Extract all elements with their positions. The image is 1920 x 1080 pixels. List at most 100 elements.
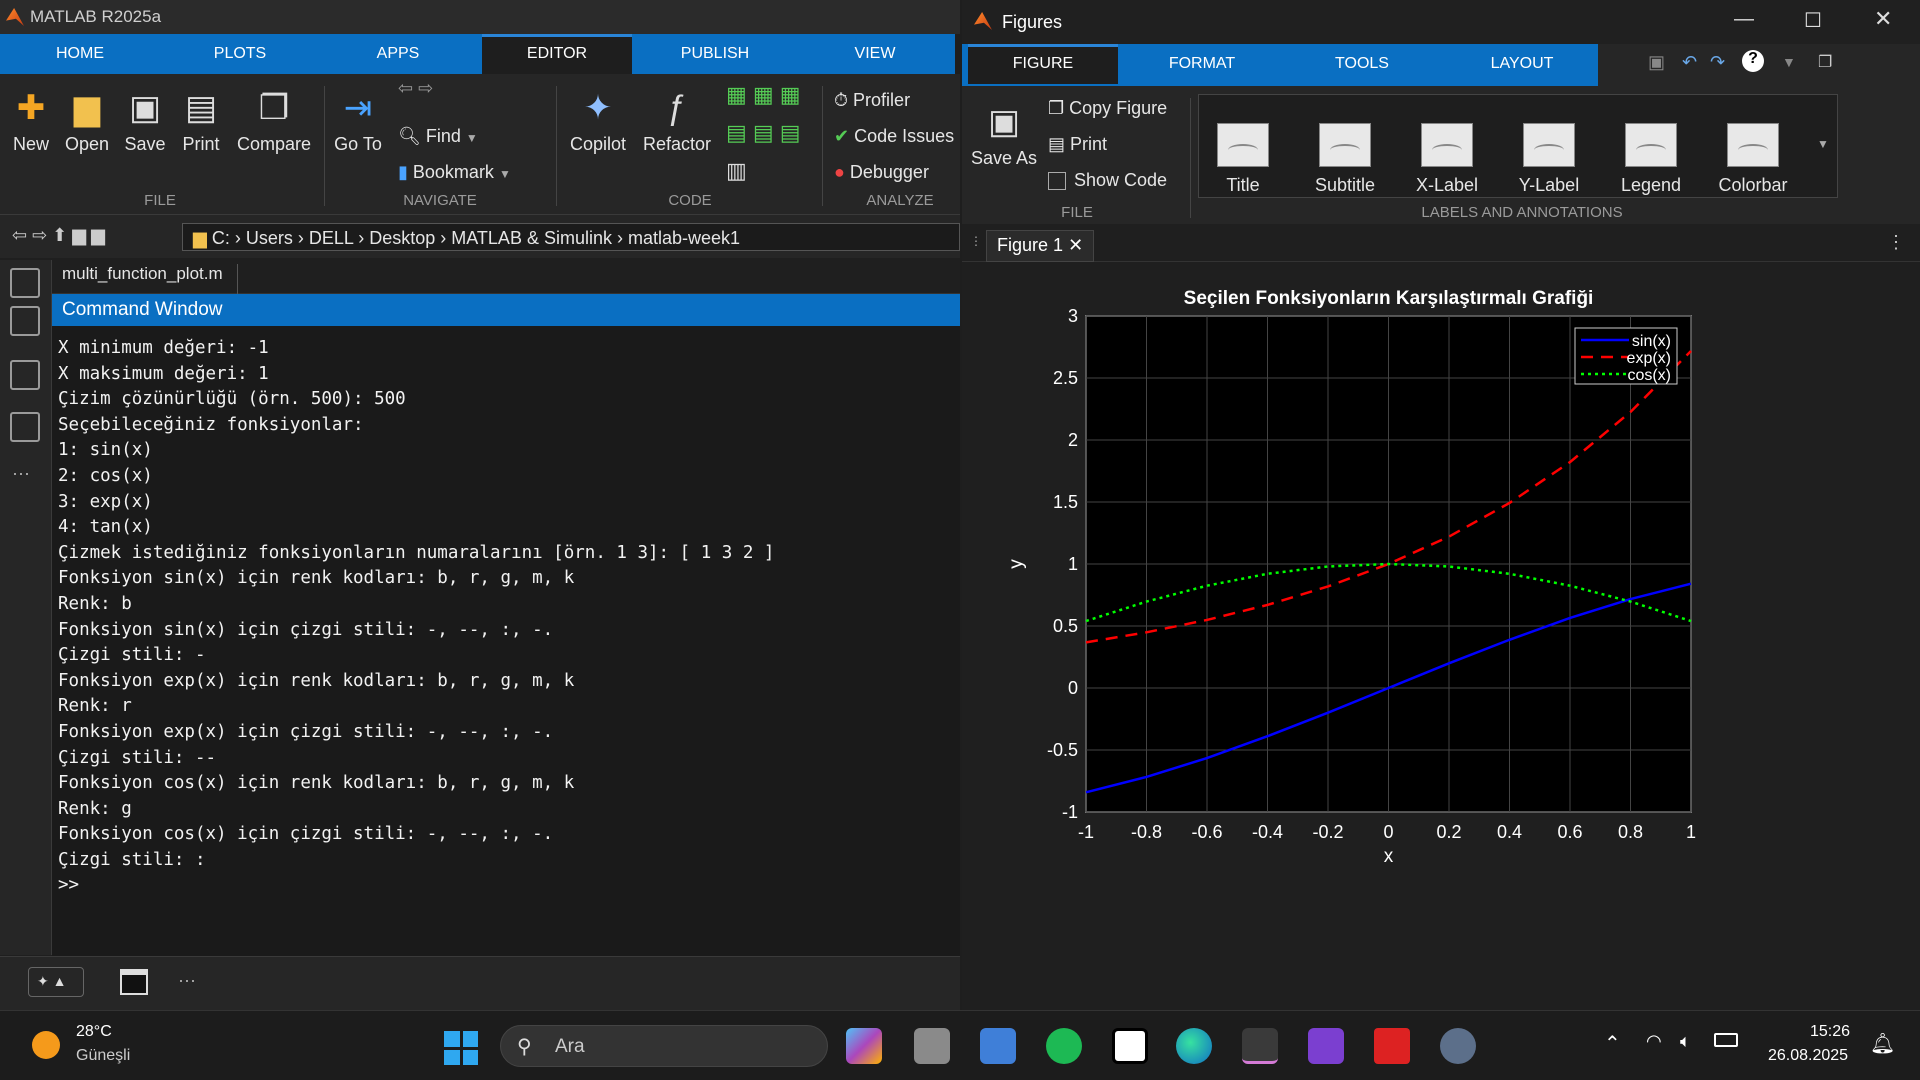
copilot-button[interactable]: ✦ Copilot <box>566 88 630 155</box>
tab-layout[interactable]: LAYOUT <box>1490 55 1554 72</box>
find-button[interactable]: 🔍︎ Find ▼ <box>398 126 478 146</box>
matlab-taskbar-icon[interactable] <box>1242 1028 1278 1064</box>
file-tab[interactable]: multi_function_plot.m <box>62 264 238 294</box>
tab-view[interactable]: VIEW <box>854 45 896 62</box>
debugger-button[interactable]: ● Debugger <box>834 162 929 182</box>
copilot-toggle[interactable]: ✦ ▲ <box>28 967 84 997</box>
close-icon[interactable]: ✕ <box>1068 235 1084 255</box>
more-icon[interactable]: ⋮ <box>1887 232 1905 252</box>
wifi-icon[interactable]: ◠ <box>1646 1031 1662 1051</box>
group-label-code: CODE <box>668 192 712 209</box>
path-segment[interactable]: MATLAB & Simulink <box>451 228 612 248</box>
gallery-ylabel[interactable]: Y-Label <box>1505 111 1593 205</box>
gallery-xlabel[interactable]: X-Label <box>1403 111 1491 205</box>
maximize-icon[interactable]: ☐ <box>1804 10 1822 32</box>
show-code-checkbox[interactable]: Show Code <box>1048 170 1167 191</box>
save-button[interactable]: ▣ Save <box>120 88 170 155</box>
chevron-down-icon[interactable]: ▼ <box>1782 54 1796 70</box>
spotify-icon[interactable] <box>1046 1028 1082 1064</box>
back-forward-icon[interactable]: ⇦ ⇨ <box>398 78 434 98</box>
copy-figure-button[interactable]: ❐ Copy Figure <box>1048 98 1168 118</box>
save-icon[interactable]: ▣ <box>1648 52 1666 72</box>
game-app-icon[interactable] <box>980 1028 1016 1064</box>
tab-publish[interactable]: PUBLISH <box>680 45 750 62</box>
new-button[interactable]: ✚ New <box>6 88 56 155</box>
terminal-icon[interactable] <box>120 969 148 995</box>
more-icon[interactable]: ⋯ <box>12 464 30 484</box>
redo-icon[interactable]: ↷ <box>1710 52 1726 72</box>
code-issues-button[interactable]: ✔ Code Issues <box>834 126 955 146</box>
undock-icon[interactable]: ❐ <box>1818 54 1833 71</box>
goto-button[interactable]: ⇥ Go To <box>332 88 384 155</box>
tab-plots[interactable]: PLOTS <box>213 45 267 62</box>
visual-studio-icon[interactable] <box>1308 1028 1344 1064</box>
edge-browser-icon[interactable] <box>1176 1028 1212 1064</box>
search-input[interactable]: ⚲ Ara <box>500 1025 828 1067</box>
sun-icon[interactable] <box>32 1031 60 1059</box>
file-explorer-icon[interactable] <box>914 1028 950 1064</box>
command-window[interactable]: X minimum değeri: -1 X maksimum değeri: 1… <box>52 326 960 956</box>
print-button[interactable]: ▤ Print <box>1048 134 1108 154</box>
gallery-legend[interactable]: Legend <box>1607 111 1695 205</box>
profiler-icon: ⏱ <box>834 90 854 110</box>
help-icon[interactable]: ? <box>1742 50 1764 72</box>
path-segment[interactable]: Users <box>245 228 293 248</box>
notification-bell-icon[interactable]: 🔔︎ <box>1870 1033 1896 1055</box>
minimize-icon[interactable]: — <box>1734 8 1754 30</box>
undo-icon[interactable]: ↶ <box>1682 52 1698 72</box>
path-segment[interactable]: Desktop <box>369 228 436 248</box>
path-segment[interactable]: C: <box>211 228 230 248</box>
y-axis-label: y <box>1006 559 1027 569</box>
profiler-button[interactable]: ⏱ Profiler <box>834 90 911 110</box>
nav-arrows-icon[interactable]: ⇦ ⇨ ⬆ ▆ ▆ <box>12 225 105 245</box>
volume-icon[interactable]: 🔈︎ <box>1680 1031 1691 1051</box>
code-section-icon[interactable]: ▥ <box>726 158 747 183</box>
gallery-subtitle[interactable]: Subtitle <box>1301 111 1389 205</box>
windows-start-icon[interactable] <box>444 1031 478 1065</box>
weather-temp[interactable]: 28°C <box>76 1023 112 1040</box>
compare-button[interactable]: ❐ Compare <box>234 88 314 155</box>
solidworks-icon[interactable] <box>1374 1028 1410 1064</box>
tab-apps[interactable]: APPS <box>376 45 420 62</box>
save-as-button[interactable]: ▣ Save As <box>970 103 1038 168</box>
files-icon[interactable] <box>10 268 40 298</box>
copilot-app-icon[interactable] <box>846 1028 882 1064</box>
figure-doc-tab[interactable]: Figure 1 ✕ <box>986 230 1095 262</box>
path-segment[interactable]: matlab-week1 <box>627 228 741 248</box>
bookmark-button[interactable]: ▮ Bookmark ▼ <box>398 162 511 182</box>
indent-icon[interactable]: ▤ ▤ ▤ <box>726 120 801 145</box>
status-bar: ✦ ▲ ⋯ <box>0 956 960 1010</box>
tab-format[interactable]: FORMAT <box>1168 55 1236 72</box>
print-button[interactable]: ▤ Print <box>176 88 226 155</box>
clock-time[interactable]: 15:26 <box>1810 1023 1851 1040</box>
tab-editor[interactable]: EDITOR <box>482 34 632 74</box>
weather-desc[interactable]: Güneşli <box>76 1047 131 1064</box>
clock-date[interactable]: 26.08.2025 <box>1768 1047 1849 1064</box>
command-line: Fonksiyon sin(x) için renk kodları: b, r… <box>58 568 575 589</box>
chevron-down-icon[interactable]: ▼ <box>1817 137 1829 151</box>
chart[interactable]: -1 -0.8 -0.6 -0.4 -0.2 0 0.2 0.4 0.6 0.8 1 -1 -0.5 0 0… <box>962 262 1920 1010</box>
check-icon: ✔ <box>834 126 855 146</box>
more-icon[interactable]: ⋯ <box>178 971 196 991</box>
workspace-icon[interactable] <box>10 306 40 336</box>
command-line: 1: sin(x) <box>58 440 153 461</box>
drag-handle-icon[interactable]: ⋮ <box>970 234 982 248</box>
gallery-title[interactable]: Title <box>1199 111 1287 205</box>
chevron-up-icon[interactable]: ⌃ <box>1604 1033 1621 1055</box>
tab-figure[interactable]: FIGURE <box>968 44 1118 84</box>
current-folder-path[interactable]: ▆ C: › Users › DELL › Desktop › MATLAB &… <box>182 223 960 251</box>
search-files-icon[interactable] <box>10 360 40 390</box>
satellite-app-icon[interactable] <box>1440 1028 1476 1064</box>
notion-icon[interactable] <box>1112 1028 1148 1064</box>
comment-icon[interactable]: ▦ ▦ ▦ <box>726 82 801 107</box>
open-button[interactable]: ▆ Open <box>62 88 112 155</box>
tab-home[interactable]: HOME <box>56 45 104 62</box>
close-icon[interactable]: ✕ <box>1874 6 1893 31</box>
command-line: Çizmek istediğiniz fonksiyonların numara… <box>58 542 775 563</box>
battery-icon[interactable] <box>1714 1033 1738 1047</box>
gallery-colorbar[interactable]: Colorbar <box>1709 111 1797 205</box>
history-icon[interactable] <box>10 412 40 442</box>
refactor-button[interactable]: ƒ Refactor <box>642 89 712 154</box>
tab-tools[interactable]: TOOLS <box>1335 55 1389 72</box>
path-segment[interactable]: DELL <box>308 228 354 248</box>
